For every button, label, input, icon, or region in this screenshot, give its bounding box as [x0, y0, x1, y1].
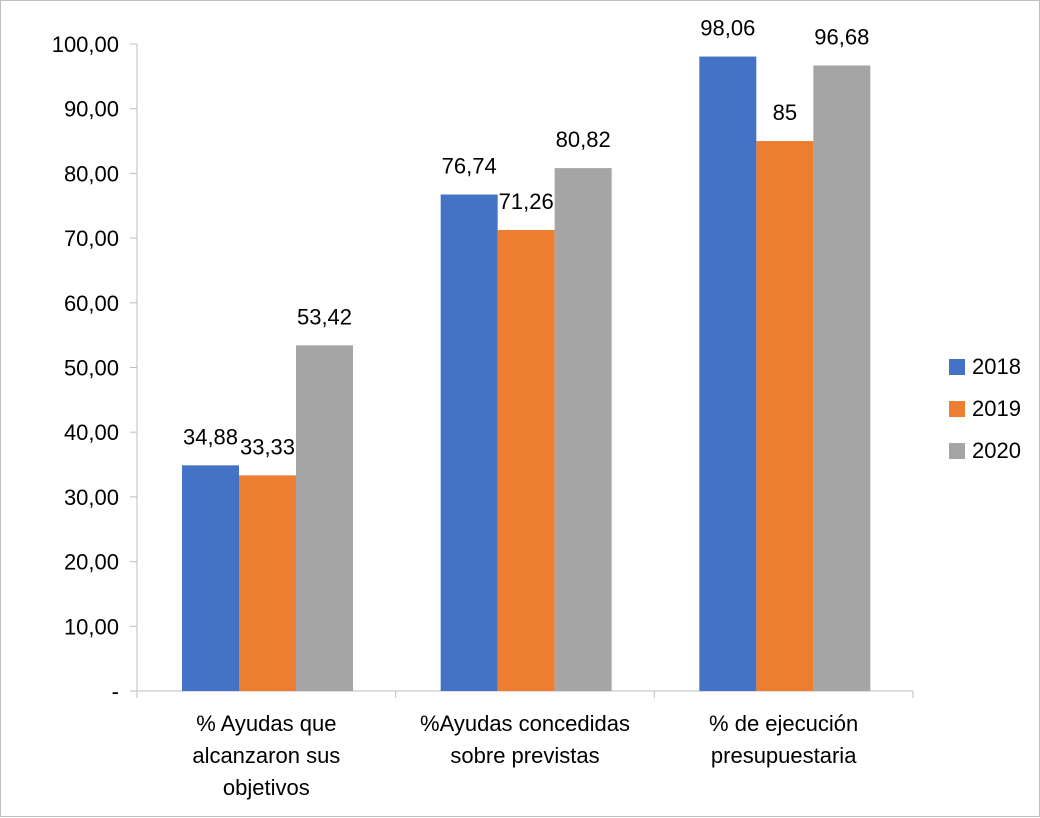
x-category-label: sobre previstas — [450, 743, 599, 768]
bar-2020 — [813, 65, 871, 691]
data-label: 85 — [773, 100, 797, 125]
x-category-label: %Ayudas concedidas — [420, 711, 630, 736]
x-category-label: presupuestaria — [711, 743, 857, 768]
bar-2020 — [296, 345, 353, 691]
bar-2018 — [182, 465, 239, 691]
bar-2019 — [756, 141, 814, 692]
data-label: 33,33 — [240, 434, 295, 459]
legend-label: 2019 — [972, 396, 1021, 421]
legend-swatch — [949, 443, 965, 459]
x-category-label: alcanzaron sus — [192, 743, 340, 768]
y-tick-label: 90,00 — [64, 97, 119, 122]
legend-swatch — [949, 359, 965, 375]
data-label: 71,26 — [499, 189, 554, 214]
data-label: 80,82 — [556, 127, 611, 152]
y-tick-label: 60,00 — [64, 291, 119, 316]
y-tick-label: 40,00 — [64, 420, 119, 445]
x-category-label: objetivos — [223, 775, 310, 800]
data-label: 96,68 — [814, 24, 869, 49]
bar-2019 — [497, 229, 555, 691]
y-tick-label: 100,00 — [52, 32, 119, 57]
bar-2020 — [554, 168, 612, 691]
data-label: 53,42 — [297, 304, 352, 329]
bar-2018 — [440, 194, 498, 692]
bar-2018 — [699, 56, 757, 691]
y-tick-label: - — [112, 679, 119, 704]
y-tick-label: 70,00 — [64, 226, 119, 251]
x-category-label: % Ayudas que — [196, 711, 336, 736]
legend-swatch — [949, 401, 965, 417]
y-tick-label: 80,00 — [64, 161, 119, 186]
legend-label: 2020 — [972, 438, 1021, 463]
legend-label: 2018 — [972, 354, 1021, 379]
data-label: 76,74 — [442, 153, 497, 178]
y-tick-label: 50,00 — [64, 356, 119, 381]
y-tick-label: 10,00 — [64, 614, 119, 639]
x-category-label: % de ejecución — [709, 711, 858, 736]
y-tick-label: 30,00 — [64, 485, 119, 510]
data-label: 34,88 — [183, 424, 238, 449]
y-tick-label: 20,00 — [64, 550, 119, 575]
bar-2019 — [239, 475, 296, 691]
data-label: 98,06 — [700, 16, 755, 41]
